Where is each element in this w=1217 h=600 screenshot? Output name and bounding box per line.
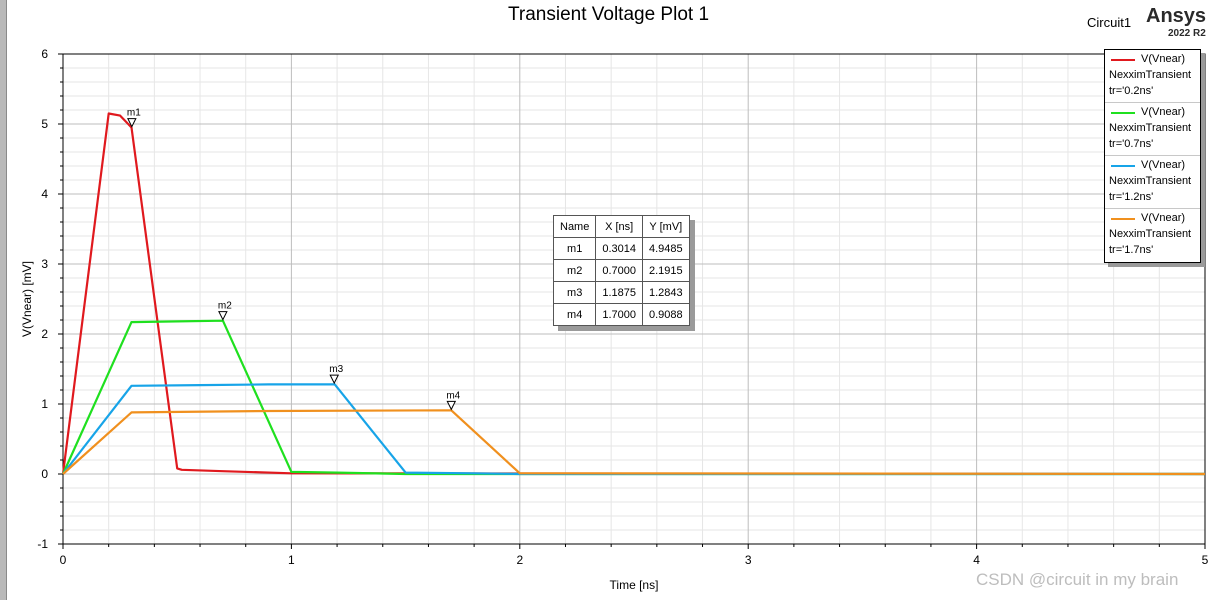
legend-entry[interactable]: V(Vnear) NexximTransient tr='1.2ns' <box>1105 156 1200 209</box>
legend-swatch <box>1111 59 1135 61</box>
marker-table-row[interactable]: m3 1.1875 1.2843 <box>552 281 690 304</box>
x-tick-label: 0 <box>60 553 67 567</box>
marker-name-cell: m3 <box>552 281 597 304</box>
x-axis-label: Time [ns] <box>610 578 659 592</box>
chart-title: Transient Voltage Plot 1 <box>507 4 710 25</box>
y-tick-label: 1 <box>41 397 48 411</box>
legend-swatch <box>1111 112 1135 114</box>
marker-name-cell: m2 <box>552 259 597 282</box>
plot-frame <box>62 53 1206 545</box>
window-left-edge <box>0 0 7 600</box>
legend-swatch <box>1111 165 1135 167</box>
marker-triangle <box>329 374 340 385</box>
legend-label: V(Vnear) <box>1141 106 1186 118</box>
legend-label: tr='1.2ns' <box>1109 191 1154 203</box>
legend-label: NexximTransient <box>1109 69 1192 81</box>
legend-swatch <box>1111 218 1135 220</box>
version-label: 2022 R2 <box>1168 28 1206 39</box>
marker-x-cell: 0.3014 <box>595 237 643 260</box>
marker-y-cell: 1.2843 <box>642 281 690 304</box>
marker-table-header: X [ns] <box>595 215 643 238</box>
marker-table-row[interactable]: m1 0.3014 4.9485 <box>552 237 690 260</box>
legend-label: V(Vnear) <box>1141 53 1186 65</box>
legend-label: tr='0.7ns' <box>1109 138 1154 150</box>
series-line-2 <box>61 319 1205 476</box>
legend-label: NexximTransient <box>1109 228 1192 240</box>
marker-triangle <box>127 118 137 128</box>
x-tick-label: 4 <box>973 553 980 567</box>
legend-entry[interactable]: V(Vnear) NexximTransient tr='0.7ns' <box>1105 103 1200 156</box>
marker-label: m3 <box>329 364 343 375</box>
y-tick-label: 6 <box>41 47 48 61</box>
marker-triangle <box>218 311 228 321</box>
legend-label: NexximTransient <box>1109 122 1192 134</box>
marker-label: m4 <box>446 390 460 401</box>
brand-logo: Ansys <box>1146 5 1207 27</box>
legend-entry[interactable]: V(Vnear) NexximTransient tr='0.2ns' <box>1105 50 1200 103</box>
legend-label: V(Vnear) <box>1141 159 1186 171</box>
legend-label: tr='0.2ns' <box>1109 85 1154 97</box>
y-tick-label: 3 <box>41 257 48 271</box>
marker-x-cell: 0.7000 <box>595 259 643 282</box>
marker-name-cell: m1 <box>552 237 597 260</box>
legend-label: V(Vnear) <box>1141 212 1186 224</box>
series-line-1 <box>61 112 1206 476</box>
marker-triangle <box>446 400 457 411</box>
y-tick-label: 4 <box>41 187 48 201</box>
x-tick-label: 1 <box>288 553 295 567</box>
marker-name-cell: m4 <box>552 303 597 326</box>
legend-entry[interactable]: V(Vnear) NexximTransient tr='1.7ns' <box>1105 209 1200 262</box>
y-tick-label: -1 <box>37 537 48 551</box>
y-tick-label: 5 <box>41 117 48 131</box>
legend[interactable]: V(Vnear) NexximTransient tr='0.2ns' V(Vn… <box>1104 49 1201 263</box>
x-tick-label: 2 <box>516 553 523 567</box>
marker-x-cell: 1.7000 <box>595 303 643 326</box>
marker-label: m2 <box>218 301 232 312</box>
marker-label: m1 <box>127 108 141 119</box>
marker-y-cell: 2.1915 <box>642 259 690 282</box>
x-tick-label: 5 <box>1202 553 1209 567</box>
marker-table-header: Name <box>552 215 597 238</box>
marker-table-header: Y [mV] <box>642 215 690 238</box>
legend-label: tr='1.7ns' <box>1109 244 1154 256</box>
series-line-3 <box>62 383 1205 476</box>
marker-table-row[interactable]: m4 1.7000 0.9088 <box>552 303 690 326</box>
x-tick-label: 3 <box>745 553 752 567</box>
marker-table-row[interactable]: m2 0.7000 2.1915 <box>552 259 690 282</box>
marker-table[interactable]: Name X [ns] Y [mV] m1 0.3014 4.9485 m2 0… <box>552 215 690 326</box>
marker-y-cell: 4.9485 <box>642 237 690 260</box>
legend-label: NexximTransient <box>1109 175 1192 187</box>
y-tick-label: 2 <box>41 327 48 341</box>
circuit-label: Circuit1 <box>1087 15 1132 30</box>
watermark: CSDN @circuit in my brain <box>976 570 1179 589</box>
y-tick-label: 0 <box>41 467 48 481</box>
marker-table-header-row: Name X [ns] Y [mV] <box>552 215 690 238</box>
marker-y-cell: 0.9088 <box>642 303 690 326</box>
series-line-4 <box>62 409 1206 476</box>
marker-x-cell: 1.1875 <box>595 281 643 304</box>
y-axis-label: V(Vnear) [mV] <box>20 261 34 337</box>
